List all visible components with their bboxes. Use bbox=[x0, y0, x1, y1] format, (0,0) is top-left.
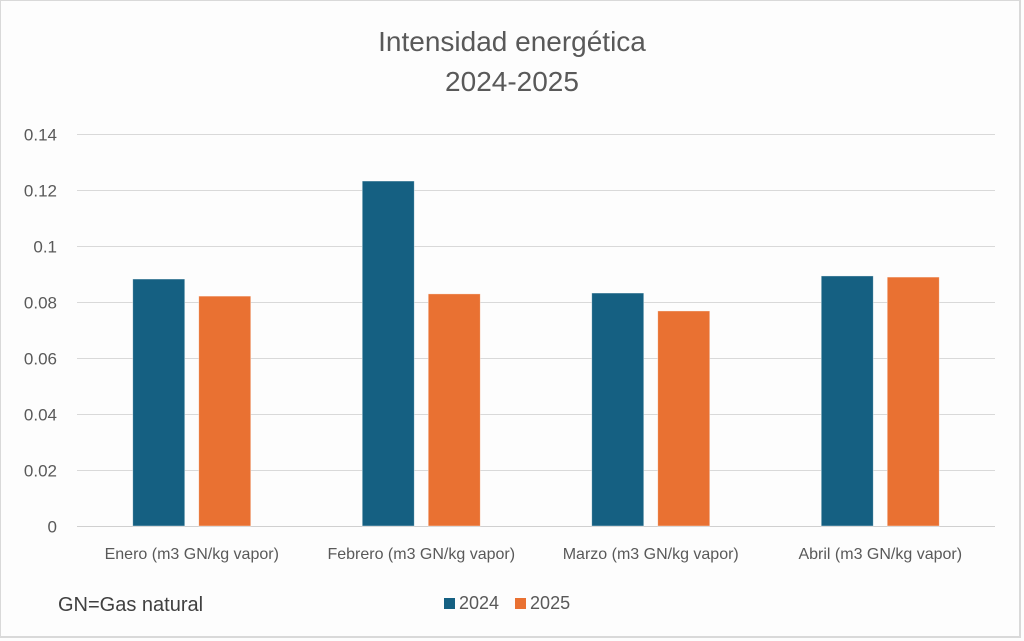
legend-item-2025[interactable]: 2025 bbox=[515, 593, 570, 614]
y-tick-label: 0.02 bbox=[24, 462, 57, 481]
legend-item-2024[interactable]: 2024 bbox=[444, 593, 499, 614]
bar-2025-1[interactable] bbox=[198, 295, 252, 527]
chart-title-block: Intensidad energética 2024-2025 bbox=[0, 22, 1024, 102]
chart-subtitle: 2024-2025 bbox=[445, 66, 579, 97]
bar-2024-4[interactable] bbox=[820, 275, 874, 527]
y-tick-label: 0.1 bbox=[33, 238, 57, 257]
y-tick-label: 0.12 bbox=[24, 182, 57, 201]
x-category-label: Febrero (m3 GN/kg vapor) bbox=[327, 546, 515, 563]
legend-swatch-2025 bbox=[515, 598, 527, 609]
x-category-label: Marzo (m3 GN/kg vapor) bbox=[563, 546, 739, 563]
y-tick-label: 0 bbox=[48, 518, 57, 537]
y-tick-label: 0.04 bbox=[24, 406, 57, 425]
y-tick-label: 0.06 bbox=[24, 350, 57, 369]
chart-title: Intensidad energética bbox=[378, 26, 646, 57]
y-axis-ticks: 0 0.02 0.04 0.06 0.08 0.1 0.12 0.14 bbox=[24, 126, 57, 537]
x-category-label: Abril (m3 GN/kg vapor) bbox=[798, 546, 962, 563]
y-tick-label: 0.14 bbox=[24, 126, 57, 145]
bar-2025-2[interactable] bbox=[427, 293, 481, 527]
x-axis-labels: Enero (m3 GN/kg vapor) Febrero (m3 GN/kg … bbox=[105, 546, 962, 563]
x-category-label: Enero (m3 GN/kg vapor) bbox=[105, 546, 279, 563]
bar-2025-3[interactable] bbox=[657, 310, 711, 527]
legend: 2024 2025 bbox=[444, 593, 570, 614]
bars bbox=[132, 180, 940, 527]
bar-2025-4[interactable] bbox=[886, 276, 940, 527]
legend-label-2025: 2025 bbox=[530, 593, 571, 613]
legend-swatch-2024 bbox=[444, 598, 455, 609]
y-tick-label: 0.08 bbox=[24, 294, 57, 313]
bar-2024-2[interactable] bbox=[361, 180, 415, 527]
bar-2024-3[interactable] bbox=[591, 292, 645, 527]
bar-2024-1[interactable] bbox=[132, 278, 186, 527]
annotation-note: GN=Gas natural bbox=[58, 594, 204, 616]
legend-label-2024: 2024 bbox=[459, 593, 500, 613]
